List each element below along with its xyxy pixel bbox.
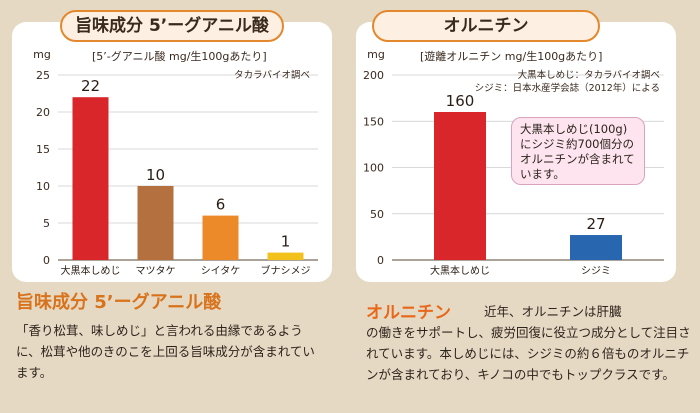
left-bar xyxy=(202,215,239,260)
left-category-label: 大黒本しめじ xyxy=(61,264,121,277)
left-caption-body: 「香り松茸、味しめじ」と言われる由縁であるように、松茸や他のきのこを上回る旨味成… xyxy=(16,323,315,380)
right-ytick-label: 150 xyxy=(363,115,384,128)
right-bar xyxy=(570,235,622,260)
right-caption-intro: 近年、オルニチンは肝臓 xyxy=(484,304,622,319)
left-category-label: シイタケ xyxy=(201,265,241,277)
left-ytick-label: 10 xyxy=(36,180,50,193)
right-caption-heading: オルニチン xyxy=(366,303,451,323)
left-ytick-label: 20 xyxy=(36,106,50,119)
left-ytick-label: 25 xyxy=(36,69,50,82)
left-data-label: 10 xyxy=(146,166,165,184)
left-category-label: マツタケ xyxy=(136,265,176,277)
left-source-note: タカラバイオ調べ xyxy=(234,69,310,81)
left-bar xyxy=(267,252,304,260)
left-chart-title: 旨味成分 5’ーグアニル酸 xyxy=(60,10,284,42)
left-chart-subtitle: [5’-グアニル酸 mg/生100gあたり] xyxy=(92,49,267,63)
right-category-label: シジミ xyxy=(581,266,611,277)
left-y-unit-label: mg xyxy=(33,48,51,61)
right-data-label: 160 xyxy=(446,92,475,110)
callout-box: 大黒本しめじ(100g)にシジミ約700個分のオルニチンが含まれています。 xyxy=(511,117,645,185)
left-ytick-label: 5 xyxy=(43,217,50,230)
left-category-label: ブナシメジ xyxy=(261,264,311,277)
right-chart-subtitle: [遊離オルニチン mg/生100gあたり] xyxy=(420,49,602,63)
right-ytick-label: 200 xyxy=(363,69,384,82)
left-data-label: 6 xyxy=(216,196,226,214)
left-bar xyxy=(72,97,109,260)
left-ytick-label: 15 xyxy=(36,143,50,156)
left-data-label: 1 xyxy=(281,233,291,251)
right-category-label: 大黒本しめじ xyxy=(430,264,490,277)
left-bar xyxy=(137,186,174,260)
right-chart-title: オルニチン xyxy=(372,10,600,42)
right-ytick-label: 100 xyxy=(363,162,384,175)
right-source-note: 大黒本しめじ：タカラバイオ調べ xyxy=(518,69,660,81)
right-ytick-label: 0 xyxy=(377,254,384,267)
right-caption-body: の働きをサポートし、疲労回復に役立つ成分として注目されています。本しめじには、シ… xyxy=(366,325,691,382)
left-ytick-label: 0 xyxy=(43,254,50,267)
right-y-unit-label: mg xyxy=(367,48,385,61)
left-caption-heading: 旨味成分 5’ーグアニル酸 xyxy=(16,292,222,313)
right-bar xyxy=(434,112,486,260)
right-source-note: シジミ：日本水産学会誌（2012年）による xyxy=(475,82,660,94)
left-data-label: 22 xyxy=(81,77,100,95)
right-ytick-label: 50 xyxy=(370,208,384,221)
right-data-label: 27 xyxy=(586,215,605,233)
